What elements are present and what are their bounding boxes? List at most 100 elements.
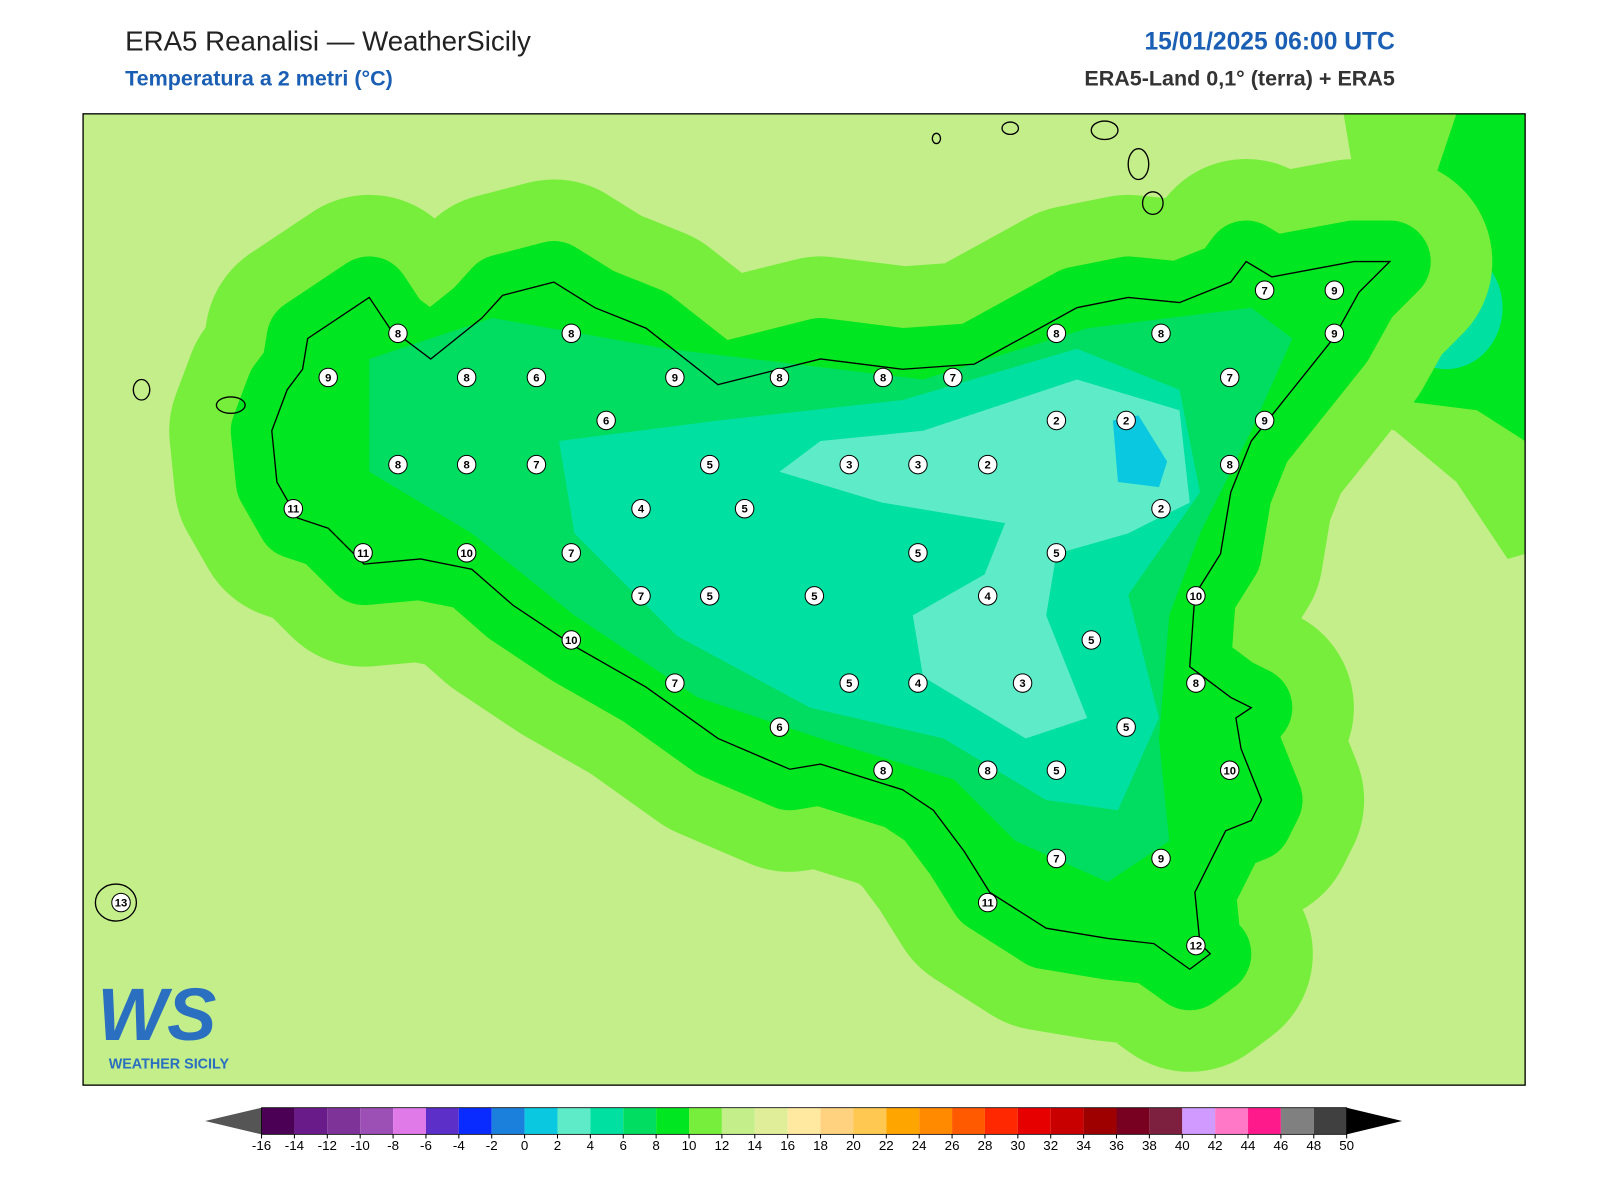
station-value: 5 — [1053, 548, 1059, 560]
station-marker — [1046, 848, 1067, 869]
station-value: 5 — [811, 591, 817, 603]
station-marker — [111, 892, 131, 913]
station-marker — [456, 543, 477, 563]
station-marker — [1046, 410, 1067, 431]
station-value: 2 — [985, 460, 991, 472]
station-marker — [769, 367, 790, 388]
colorbar-segment — [1280, 1107, 1314, 1135]
station-value: 8 — [1158, 328, 1164, 340]
colorbar-segment — [853, 1107, 887, 1135]
station-marker — [977, 760, 998, 780]
colorbar-tick-label: 42 — [1208, 1138, 1223, 1153]
colorbar-segment — [1149, 1107, 1183, 1135]
station-marker — [1324, 323, 1345, 344]
colorbar-tick-label: -2 — [486, 1138, 498, 1153]
station-marker — [283, 498, 304, 519]
station-value: 5 — [707, 591, 713, 603]
station-marker — [873, 367, 893, 388]
station-marker — [769, 717, 790, 737]
station-value: 11 — [357, 548, 369, 560]
colorbar-under — [205, 1107, 262, 1135]
colorbar-tick-label: 36 — [1109, 1138, 1124, 1153]
island — [132, 378, 151, 401]
station-marker — [1219, 454, 1240, 475]
station-marker — [908, 673, 928, 693]
colorbar-over — [1346, 1107, 1403, 1135]
station-marker — [353, 543, 373, 563]
station-marker — [908, 454, 928, 475]
colorbar-segment — [491, 1107, 525, 1135]
station-marker — [1186, 935, 1206, 956]
colorbar-segment — [689, 1107, 722, 1135]
station-value: 13 — [115, 898, 128, 910]
colorbar-segment — [1083, 1107, 1117, 1135]
colorbar-frame — [261, 1107, 1348, 1135]
station-marker — [700, 454, 720, 475]
station-marker — [1151, 498, 1171, 519]
station-marker — [943, 367, 963, 388]
station-marker — [631, 498, 651, 519]
station-marker — [456, 454, 477, 475]
station-value: 8 — [464, 372, 470, 384]
colorbar-segment — [360, 1107, 394, 1135]
station-value: 5 — [707, 460, 713, 472]
station-value: 9 — [672, 372, 678, 384]
colorbar-segment — [623, 1107, 657, 1135]
station-marker — [977, 454, 998, 475]
station-value: 9 — [325, 372, 331, 384]
station-marker — [665, 367, 685, 388]
station-marker — [804, 586, 825, 606]
station-value: 8 — [395, 328, 401, 340]
station-marker — [1046, 543, 1067, 563]
station-marker — [596, 410, 616, 431]
station-marker — [700, 586, 720, 606]
station-value: 4 — [915, 678, 922, 690]
station-value: 4 — [985, 591, 992, 603]
station-value: 8 — [568, 328, 574, 340]
station-value: 9 — [1158, 853, 1164, 865]
subtitle: Temperatura a 2 metri (°C) — [125, 67, 393, 91]
colorbar-tick-label: 18 — [813, 1138, 828, 1153]
colorbar-segment — [261, 1107, 295, 1135]
station-value: 8 — [880, 765, 886, 777]
colorbar-tick-label: 28 — [978, 1138, 993, 1153]
station-marker — [561, 323, 582, 344]
colorbar-segment — [1313, 1107, 1347, 1135]
colorbar-tick-label: 24 — [912, 1138, 927, 1153]
station-value: 2 — [1053, 416, 1059, 428]
colorbar-segment — [458, 1107, 492, 1135]
colorbar-segment — [952, 1107, 985, 1135]
colorbar-tick-label: 4 — [587, 1138, 595, 1153]
colorbar-tick-label: -4 — [453, 1138, 465, 1153]
colorbar-segment — [524, 1107, 558, 1135]
station-value: 5 — [1088, 635, 1094, 647]
title: ERA5 Reanalisi — WeatherSicily — [125, 25, 531, 56]
colorbar-tick-label: 50 — [1339, 1138, 1354, 1153]
map: 8 8 9 8 6 9 8 8 7 8 8 7 9 9 7 6 2 2 9 8 8 7 5 3 3 2 8 11 4 5 2 11 10 7 5 5 7… — [83, 113, 1526, 1086]
station-value: 7 — [1261, 285, 1267, 297]
station-value: 7 — [950, 372, 956, 384]
station-value: 7 — [672, 678, 678, 690]
colorbar-segment — [393, 1107, 426, 1135]
colorbar-segment — [886, 1107, 920, 1135]
station-value: 5 — [741, 504, 747, 516]
station-marker — [631, 586, 651, 606]
station-value: 3 — [846, 460, 852, 472]
station-marker — [1151, 848, 1171, 869]
station-marker — [1012, 673, 1033, 693]
station-value: 8 — [776, 372, 782, 384]
map-frame — [82, 113, 1526, 1086]
colorbar-tick-label: 32 — [1043, 1138, 1058, 1153]
colorbar-tick-label: 26 — [945, 1138, 960, 1153]
colorbar-segment — [656, 1107, 690, 1135]
colorbar-tick-label: 12 — [714, 1138, 729, 1153]
source: ERA5-Land 0,1° (terra) + ERA5 — [1084, 67, 1395, 91]
colorbar-segment — [721, 1107, 755, 1135]
station-marker — [1186, 586, 1206, 606]
station-value: 12 — [1190, 941, 1203, 953]
station-value: 7 — [568, 548, 574, 560]
colorbar-tick-label: 20 — [846, 1138, 861, 1153]
colorbar-tick-label: -16 — [252, 1138, 271, 1153]
station-marker — [1116, 717, 1136, 737]
